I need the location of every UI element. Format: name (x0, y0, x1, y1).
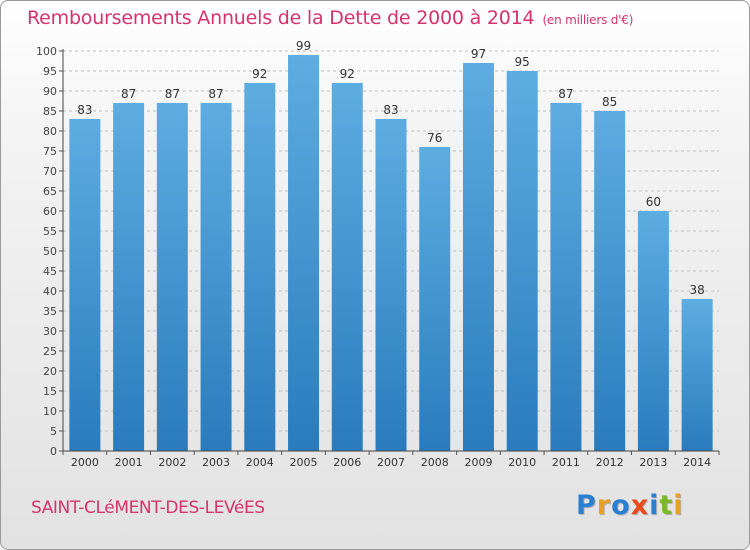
logo-letter: r (596, 490, 612, 521)
bar (375, 119, 407, 451)
logo-letter: P (576, 490, 597, 521)
y-tick-label: 85 (43, 105, 57, 118)
y-tick-label: 75 (43, 145, 57, 158)
bar-value-label: 38 (689, 283, 704, 297)
y-tick-label: 35 (43, 305, 57, 318)
y-tick-label: 65 (43, 185, 57, 198)
y-tick-label: 20 (43, 365, 57, 378)
bar (550, 103, 582, 451)
y-tick-label: 25 (43, 345, 57, 358)
chart-title: Remboursements Annuels de la Dette de 20… (27, 7, 633, 29)
bar (200, 103, 232, 451)
bar-value-label: 87 (208, 87, 223, 101)
bar-value-label: 83 (383, 103, 398, 117)
bar (506, 71, 538, 451)
x-tick-label: 2010 (508, 456, 536, 469)
bar-value-label: 87 (165, 87, 180, 101)
y-tick-label: 0 (50, 445, 57, 458)
x-tick-label: 2007 (377, 456, 405, 469)
bar-value-label: 97 (471, 47, 486, 61)
x-tick-label: 2011 (552, 456, 580, 469)
x-tick-label: 2004 (246, 456, 274, 469)
x-tick-label: 2014 (683, 456, 711, 469)
bar-value-label: 92 (340, 67, 355, 81)
y-tick-label: 30 (43, 325, 57, 338)
logo-letter: i (649, 490, 660, 521)
logo-letter: x (630, 490, 650, 521)
x-tick-label: 2006 (333, 456, 361, 469)
y-tick-label: 40 (43, 285, 57, 298)
y-tick-label: 95 (43, 65, 57, 78)
x-tick-label: 2000 (71, 456, 99, 469)
y-tick-label: 70 (43, 165, 57, 178)
bar (594, 111, 626, 451)
bar (462, 63, 494, 451)
y-tick-label: 45 (43, 265, 57, 278)
logo-letter: i (673, 490, 684, 521)
bar (681, 299, 713, 451)
commune-name: SAINT-CLéMENT-DES-LEVéES (31, 498, 265, 518)
bar-value-label: 85 (602, 95, 617, 109)
bar-value-label: 92 (252, 67, 267, 81)
logo-letter: t (659, 490, 674, 521)
y-tick-label: 60 (43, 205, 57, 218)
title-text: Remboursements Annuels de la Dette de 20… (27, 7, 535, 29)
proxiti-logo[interactable]: Proxiti (576, 490, 684, 521)
x-tick-label: 2005 (290, 456, 318, 469)
y-tick-label: 80 (43, 125, 57, 138)
bar-value-label: 87 (121, 87, 136, 101)
y-tick-label: 50 (43, 245, 57, 258)
bar (113, 103, 145, 451)
bars: 83 87 87 87 92 99 92 83 76 97 95 87 85 60 38 (69, 39, 713, 451)
y-tick-label: 100 (36, 45, 57, 58)
x-tick-label: 2001 (115, 456, 143, 469)
bar (419, 147, 451, 451)
bar-value-label: 76 (427, 131, 442, 145)
y-tick-label: 90 (43, 85, 57, 98)
y-tick-label: 5 (50, 425, 57, 438)
bar-value-label: 83 (77, 103, 92, 117)
y-tick-label: 10 (43, 405, 57, 418)
x-tick-label: 2012 (596, 456, 624, 469)
bar (156, 103, 188, 451)
y-tick-label: 15 (43, 385, 57, 398)
bar (69, 119, 101, 451)
x-tick-label: 2008 (421, 456, 449, 469)
y-tick-label: 55 (43, 225, 57, 238)
bar-value-label: 60 (646, 195, 661, 209)
chart-subtitle: (en milliers d'€) (542, 13, 634, 27)
x-tick-label: 2009 (464, 456, 492, 469)
bar (637, 211, 669, 451)
x-tick-label: 2013 (639, 456, 667, 469)
bar-value-label: 87 (558, 87, 573, 101)
logo-letter: o (611, 490, 631, 521)
bar (331, 83, 363, 451)
bar (288, 55, 320, 451)
bar (244, 83, 276, 451)
bar-value-label: 99 (296, 39, 311, 53)
bar-value-label: 95 (515, 55, 530, 69)
axes: 0 5 10 15 20 25 30 35 40 45 50 55 60 65 70 75 80 85 90 95 10… (36, 45, 720, 469)
x-tick-label: 2002 (158, 456, 186, 469)
x-tick-label: 2003 (202, 456, 230, 469)
